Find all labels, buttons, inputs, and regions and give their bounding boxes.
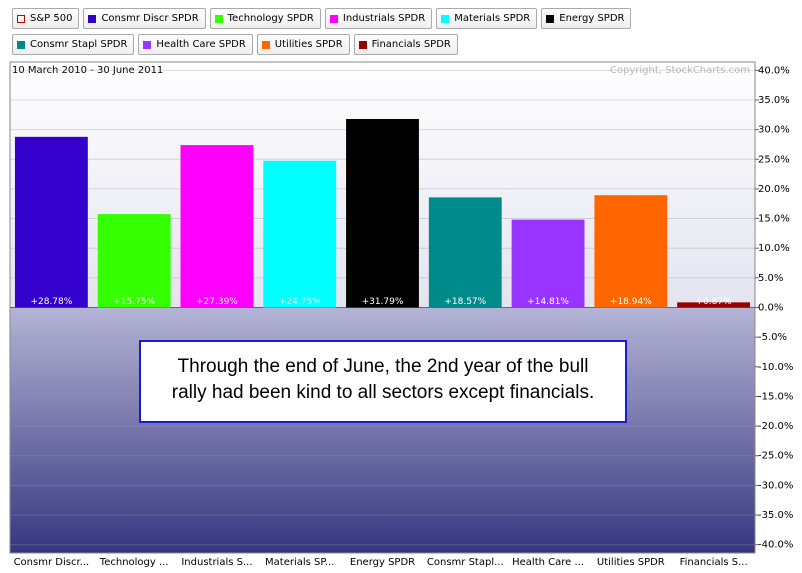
value-label: +27.39% (196, 297, 238, 307)
y-tick-label: 35.0% (758, 95, 790, 106)
y-tick-label: -35.0% (758, 510, 793, 521)
legend-item[interactable]: Consmr Stapl SPDR (12, 34, 135, 55)
legend-item[interactable]: Utilities SPDR (256, 34, 350, 55)
bar (594, 195, 668, 308)
x-tick-label: Technology ... (99, 557, 169, 568)
y-tick-label: -20.0% (758, 421, 793, 432)
annotation-box (139, 340, 627, 423)
legend-label: Consmr Stapl SPDR (30, 39, 128, 50)
legend: S&P 500 Consmr Discr SPDR Technology SPDR I… (12, 8, 752, 55)
y-tick-label: 30.0% (758, 125, 790, 136)
legend-label: Materials SPDR (454, 13, 531, 24)
value-label: +18.94% (610, 297, 652, 307)
y-tick-label: -5.0% (758, 332, 787, 343)
bar (677, 302, 751, 308)
annotation-text: rally had been kind to all sectors excep… (172, 382, 594, 403)
x-tick-label: Industrials S... (181, 557, 252, 568)
legend-item[interactable]: Consmr Discr SPDR (83, 8, 206, 29)
legend-item[interactable]: Industrials SPDR (324, 8, 433, 29)
subtitle: 10 March 2010 - 30 June 2011 (12, 65, 163, 76)
bar (511, 219, 585, 308)
x-tick-label: Consmr Stapl... (427, 557, 504, 568)
legend-swatch (546, 14, 555, 23)
legend-label: Technology SPDR (227, 13, 314, 24)
value-label: +0.87% (696, 297, 733, 307)
legend-label: Energy SPDR (559, 13, 625, 24)
legend-label: S&P 500 (30, 13, 73, 24)
legend-swatch (214, 14, 223, 23)
legend-swatch (441, 14, 450, 23)
legend-item[interactable]: Energy SPDR (541, 8, 632, 29)
annotation-text: Through the end of June, the 2nd year of… (178, 356, 589, 377)
y-tick-label: -25.0% (758, 451, 793, 462)
y-tick-label: -10.0% (758, 362, 793, 373)
bar (263, 160, 337, 308)
y-tick-label: 20.0% (758, 184, 790, 195)
x-tick-label: Health Care ... (512, 557, 584, 568)
legend-item[interactable]: S&P 500 (12, 8, 80, 29)
bar (97, 214, 171, 308)
value-label: +15.75% (113, 297, 155, 307)
y-tick-label: 10.0% (758, 243, 790, 254)
legend-label: Utilities SPDR (274, 39, 343, 50)
legend-label: Health Care SPDR (156, 39, 246, 50)
legend-label: Consmr Discr SPDR (101, 13, 199, 24)
y-tick-label: -30.0% (758, 480, 793, 491)
y-tick-label: 40.0% (758, 65, 790, 76)
y-tick-label: 15.0% (758, 214, 790, 225)
x-tick-label: Energy SPDR (350, 557, 415, 568)
legend-swatch (358, 40, 367, 49)
x-tick-label: Financials S... (680, 557, 748, 568)
legend-swatch (17, 14, 25, 23)
y-tick-label: -15.0% (758, 391, 793, 402)
bar (428, 197, 502, 308)
y-tick-label: -40.0% (758, 540, 793, 551)
y-tick-label: 0.0% (758, 303, 783, 314)
legend-swatch (261, 40, 270, 49)
legend-swatch (88, 14, 97, 23)
legend-label: Industrials SPDR (342, 13, 426, 24)
legend-item[interactable]: Materials SPDR (436, 8, 538, 29)
x-tick-label: Utilities SPDR (597, 557, 665, 568)
y-tick-label: 25.0% (758, 154, 790, 165)
legend-label: Financials SPDR (371, 39, 451, 50)
bar (180, 145, 254, 308)
value-label: +18.57% (444, 297, 486, 307)
legend-swatch (17, 40, 25, 49)
x-tick-label: Materials SP... (265, 557, 334, 568)
x-tick-label: Consmr Discr... (14, 557, 90, 568)
y-tick-label: 5.0% (758, 273, 783, 284)
credit: Copyright, StockCharts.com (610, 65, 750, 76)
value-label: +24.75% (279, 297, 321, 307)
value-label: +28.78% (30, 297, 72, 307)
legend-swatch (143, 40, 152, 49)
legend-item[interactable]: Financials SPDR (353, 34, 458, 55)
value-label: +14.81% (527, 297, 569, 307)
legend-swatch (329, 14, 338, 23)
bar (346, 118, 419, 308)
legend-item[interactable]: Technology SPDR (209, 8, 321, 29)
value-label: +31.79% (362, 297, 404, 307)
legend-item[interactable]: Health Care SPDR (138, 34, 253, 55)
bar (14, 136, 88, 308)
